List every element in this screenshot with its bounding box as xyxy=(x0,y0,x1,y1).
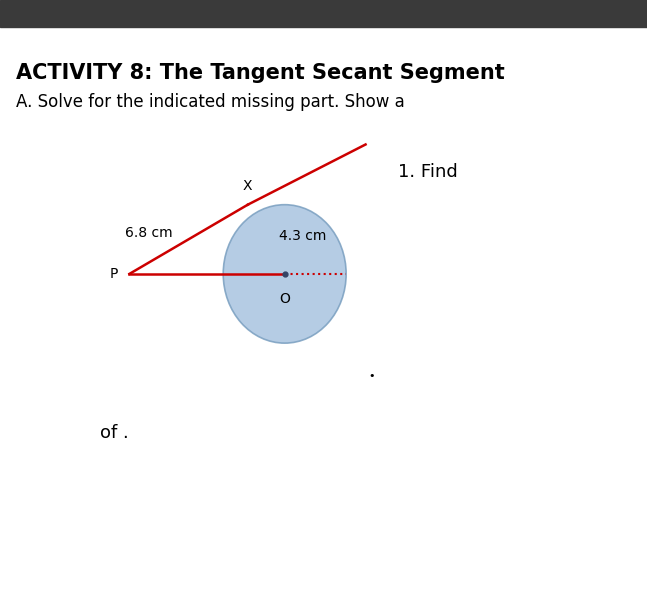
Text: X: X xyxy=(243,179,252,193)
Text: ACTIVITY 8: The Tangent Secant Segment: ACTIVITY 8: The Tangent Secant Segment xyxy=(16,63,505,83)
Text: 4.3 cm: 4.3 cm xyxy=(280,229,327,243)
Text: O: O xyxy=(280,292,290,306)
Text: A. Solve for the indicated missing part. Show a: A. Solve for the indicated missing part.… xyxy=(16,93,405,111)
Text: •: • xyxy=(369,371,375,381)
Text: P: P xyxy=(109,267,118,281)
Bar xyxy=(0,0,647,27)
Text: 1. Find: 1. Find xyxy=(398,163,457,181)
Ellipse shape xyxy=(223,205,346,343)
Text: 6.8 cm: 6.8 cm xyxy=(125,226,172,240)
Text: of .: of . xyxy=(100,424,129,442)
